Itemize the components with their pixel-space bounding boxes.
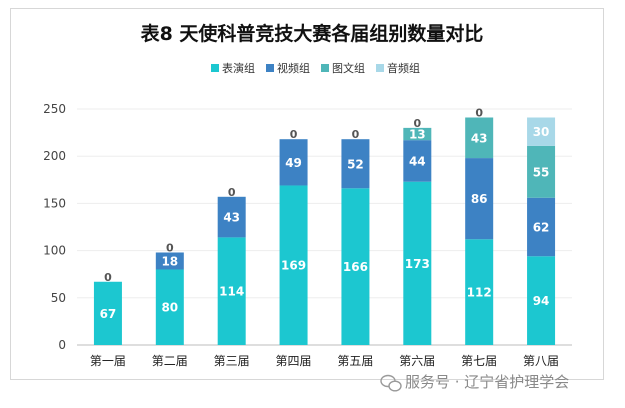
total-label: 0 — [352, 128, 360, 141]
bar-segment — [527, 145, 556, 198]
legend-label: 图文组 — [332, 61, 365, 75]
legend-label: 视频组 — [277, 61, 310, 75]
data-label: 80 — [161, 301, 178, 315]
x-tick-label: 第五届 — [337, 354, 373, 368]
legend: 表演组 视频组 图文组 音频组 — [211, 61, 420, 75]
total-label: 0 — [413, 117, 421, 130]
chart-title: 表8 天使科普竞技大赛各届组别数量对比 — [141, 22, 484, 45]
y-tick-label: 0 — [58, 338, 66, 352]
data-label: 52 — [347, 157, 364, 171]
data-label: 43 — [471, 131, 488, 145]
grid-lines — [77, 108, 572, 346]
bar-segment — [527, 117, 556, 146]
data-label: 49 — [285, 156, 302, 170]
bar-segment — [403, 127, 432, 141]
data-label: 112 — [467, 286, 492, 300]
x-tick-label: 第四届 — [276, 354, 312, 368]
legend-label: 音频组 — [387, 61, 420, 75]
data-label: 94 — [533, 294, 550, 308]
total-label: 0 — [228, 186, 236, 199]
legend-swatch — [266, 64, 274, 72]
total-label: 0 — [475, 106, 483, 119]
data-label: 62 — [533, 221, 550, 235]
bar-segment — [93, 281, 122, 345]
bar-segment — [279, 185, 308, 345]
bar-segment — [341, 139, 370, 189]
legend-swatch — [376, 64, 384, 72]
x-tick-label: 第八届 — [523, 354, 559, 368]
wechat-icon — [380, 374, 402, 392]
data-label: 114 — [219, 285, 244, 299]
bars: 6708018011443016949016652017344130112864… — [93, 106, 556, 345]
data-label: 18 — [161, 254, 178, 268]
watermark-text: 服务号 · 辽宁省护理学会 — [405, 373, 569, 391]
bar-segment — [217, 237, 246, 345]
bar-segment — [279, 139, 308, 186]
bar-segment — [341, 188, 370, 345]
watermark: 服务号 · 辽宁省护理学会 — [380, 373, 569, 392]
data-label: 44 — [409, 154, 426, 168]
x-tick-label: 第六届 — [399, 354, 435, 368]
bar-segment — [527, 256, 556, 345]
total-label: 0 — [166, 241, 174, 254]
data-label: 30 — [533, 125, 550, 139]
data-label: 55 — [533, 165, 550, 179]
bar-segment — [465, 117, 494, 159]
x-tick-label: 第三届 — [214, 354, 250, 368]
total-label: 0 — [104, 271, 112, 284]
bar-segment — [527, 197, 556, 257]
y-tick-label: 200 — [43, 149, 66, 163]
y-tick-label: 100 — [43, 244, 66, 258]
x-axis: 第一届 第二届 第三届 第四届 第五届 第六届 第七届 第八届 — [90, 354, 559, 368]
legend-swatch — [211, 64, 219, 72]
x-tick-label: 第一届 — [90, 354, 126, 368]
legend-swatch — [321, 64, 329, 72]
data-label: 43 — [223, 211, 240, 225]
bar-segment — [403, 181, 432, 345]
legend-label: 表演组 — [222, 61, 255, 75]
bar-segment — [155, 269, 184, 345]
y-tick-label: 50 — [51, 291, 66, 305]
bar-segment — [403, 140, 432, 182]
bar-segment — [465, 239, 494, 345]
x-tick-label: 第七届 — [461, 354, 497, 368]
data-label: 166 — [343, 260, 368, 274]
data-label: 13 — [409, 128, 426, 142]
bar-segment — [217, 196, 246, 238]
data-label: 173 — [405, 257, 430, 271]
y-tick-label: 250 — [43, 102, 66, 116]
data-label: 67 — [100, 307, 117, 321]
bar-segment — [465, 158, 494, 240]
data-label: 86 — [471, 192, 488, 206]
y-tick-label: 150 — [43, 196, 66, 210]
total-label: 0 — [290, 128, 298, 141]
y-axis: 0 50 100 150 200 250 — [43, 102, 66, 352]
data-label: 169 — [281, 259, 306, 273]
bar-segment — [155, 252, 184, 270]
x-tick-label: 第二届 — [152, 354, 188, 368]
